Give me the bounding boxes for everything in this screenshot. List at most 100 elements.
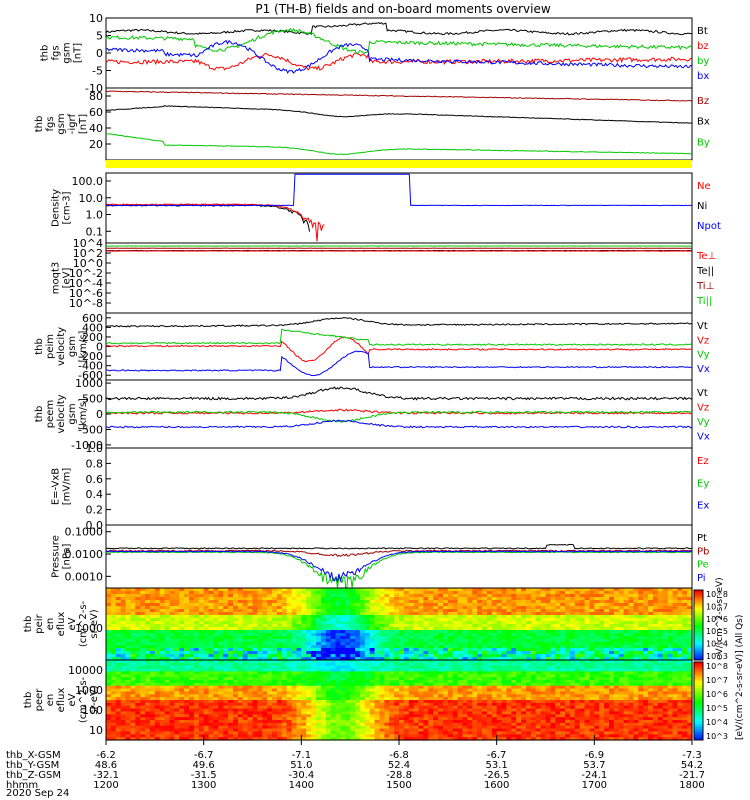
- spectrogram-cell: [511, 636, 517, 640]
- spectrogram-cell: [325, 657, 332, 661]
- spectrogram-cell: [443, 594, 449, 598]
- spectrogram-cell: [486, 630, 493, 634]
- spectrogram-cell: [330, 717, 337, 721]
- spectrogram-cell: [413, 734, 420, 738]
- spectrogram-cell: [491, 609, 498, 613]
- spectrogram-cell: [286, 717, 293, 721]
- spectrogram-cell: [335, 665, 341, 670]
- spectrogram-cell: [657, 645, 664, 649]
- spectrogram-cell: [237, 606, 244, 610]
- spectrogram-cell: [369, 700, 376, 704]
- spectrogram-cell: [384, 697, 390, 701]
- spectrogram-cell: [511, 588, 517, 592]
- spectrogram-cell: [638, 639, 644, 643]
- spectrogram-cell: [565, 624, 571, 628]
- spectrogram-cell: [198, 674, 205, 678]
- spectrogram-cell: [110, 615, 117, 619]
- spectrogram-cell: [257, 588, 263, 592]
- spectrogram-cell: [252, 588, 258, 592]
- spectrogram-cell: [355, 627, 361, 631]
- spectrogram-cell: [296, 630, 302, 634]
- spectrogram-cell: [359, 654, 366, 658]
- spectrogram-cell: [423, 702, 429, 707]
- spectrogram-cell: [247, 674, 254, 678]
- spectrogram-cell: [633, 648, 639, 652]
- spectrogram-cell: [403, 694, 410, 698]
- spectrogram-cell: [501, 612, 508, 616]
- spectrogram-cell: [418, 731, 424, 735]
- spectrogram-cell: [291, 674, 298, 678]
- spectrogram-cell: [189, 720, 195, 724]
- spectrogram-cell: [364, 606, 371, 610]
- spectrogram-cell: [452, 597, 459, 601]
- spectrogram-cell: [140, 657, 146, 661]
- spectrogram-cell: [345, 714, 351, 718]
- spectrogram-cell: [140, 685, 146, 690]
- spectrogram-cell: [247, 612, 254, 616]
- spectrogram-cell: [438, 665, 444, 670]
- spectrogram-cell: [618, 630, 625, 634]
- spectrogram-cell: [198, 714, 205, 718]
- spectrogram-cell: [233, 660, 239, 664]
- spectrogram-cell: [384, 648, 390, 652]
- spectrogram-cell: [350, 708, 356, 713]
- spectrogram-cell: [618, 657, 625, 661]
- spectrogram-cell: [482, 654, 488, 658]
- spectrogram-cell: [545, 597, 551, 601]
- spectrogram-cell: [203, 636, 210, 640]
- spectrogram-cell: [359, 642, 366, 646]
- spectrogram-cell: [208, 705, 215, 710]
- spectrogram-cell: [589, 594, 595, 598]
- spectrogram-cell: [164, 731, 171, 735]
- spectrogram-cell: [355, 728, 361, 733]
- spectrogram-cell: [106, 700, 112, 704]
- spectrogram-cell: [115, 717, 122, 721]
- spectrogram-cell: [594, 588, 600, 592]
- spectrogram-cell: [189, 615, 195, 619]
- spectrogram-cell: [149, 674, 156, 678]
- spectrogram-cell: [223, 708, 229, 713]
- spectrogram-cell: [350, 700, 356, 704]
- spectrogram-cell: [233, 594, 239, 598]
- spectrogram-cell: [174, 651, 180, 655]
- spectrogram-cell: [311, 711, 317, 715]
- spectrogram-cell: [296, 702, 302, 707]
- spectrogram-cell: [433, 685, 439, 690]
- spectrogram-cell: [569, 636, 576, 640]
- spectrogram-cell: [140, 714, 146, 718]
- spectrogram-cell: [394, 674, 400, 678]
- spectrogram-cell: [335, 737, 341, 741]
- spectrogram-cell: [301, 627, 307, 631]
- spectrogram-cell: [301, 665, 307, 670]
- spectrogram-cell: [433, 603, 439, 607]
- spectrogram-cell: [687, 603, 693, 607]
- spectrogram-cell: [154, 734, 161, 738]
- spectrogram-cell: [130, 600, 136, 604]
- spectrogram-cell: [140, 680, 146, 684]
- spectrogram-cell: [359, 720, 366, 724]
- spectrogram-cell: [262, 618, 268, 622]
- spectrogram-cell: [281, 615, 288, 619]
- y-tick-label: 0.4: [86, 488, 104, 501]
- spectrogram-cell: [472, 657, 478, 661]
- spectrogram-cell: [428, 624, 434, 628]
- spectrogram-cell: [345, 671, 351, 675]
- spectrogram-cell: [281, 624, 288, 628]
- spectrogram-cell: [526, 603, 532, 607]
- spectrogram-cell: [438, 674, 444, 678]
- spectrogram-cell: [389, 639, 395, 643]
- spectrogram-cell: [340, 621, 346, 625]
- spectrogram-cell: [418, 702, 424, 707]
- spectrogram-cell: [345, 708, 351, 713]
- spectrogram-cell: [428, 705, 434, 710]
- spectrogram-cell: [320, 685, 327, 690]
- spectrogram-cell: [189, 600, 195, 604]
- spectrogram-cell: [110, 694, 117, 698]
- spectrogram-cell: [154, 606, 161, 610]
- spectrogram-cell: [218, 694, 224, 698]
- spectrogram-cell: [130, 680, 136, 684]
- spectrogram-cell: [335, 722, 341, 727]
- spectrogram-cell: [286, 654, 293, 658]
- spectrogram-cell: [281, 621, 288, 625]
- spectrogram-cell: [301, 714, 307, 718]
